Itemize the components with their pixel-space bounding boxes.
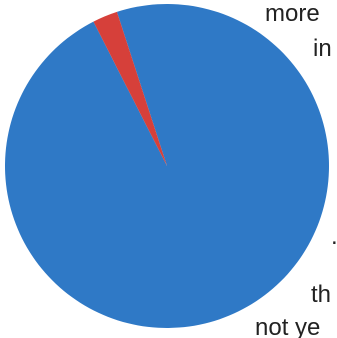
text-fragment-in: in <box>313 37 332 62</box>
text-fragment-not-ye: not ye <box>255 316 321 338</box>
text-fragment-dot: . <box>331 225 337 251</box>
pie-slice-blue <box>4 4 329 329</box>
text-fragment-more: more <box>265 2 320 27</box>
pie-slices <box>4 4 329 329</box>
pie-slice-red <box>93 11 167 166</box>
text-fragment-th: th <box>311 283 332 308</box>
